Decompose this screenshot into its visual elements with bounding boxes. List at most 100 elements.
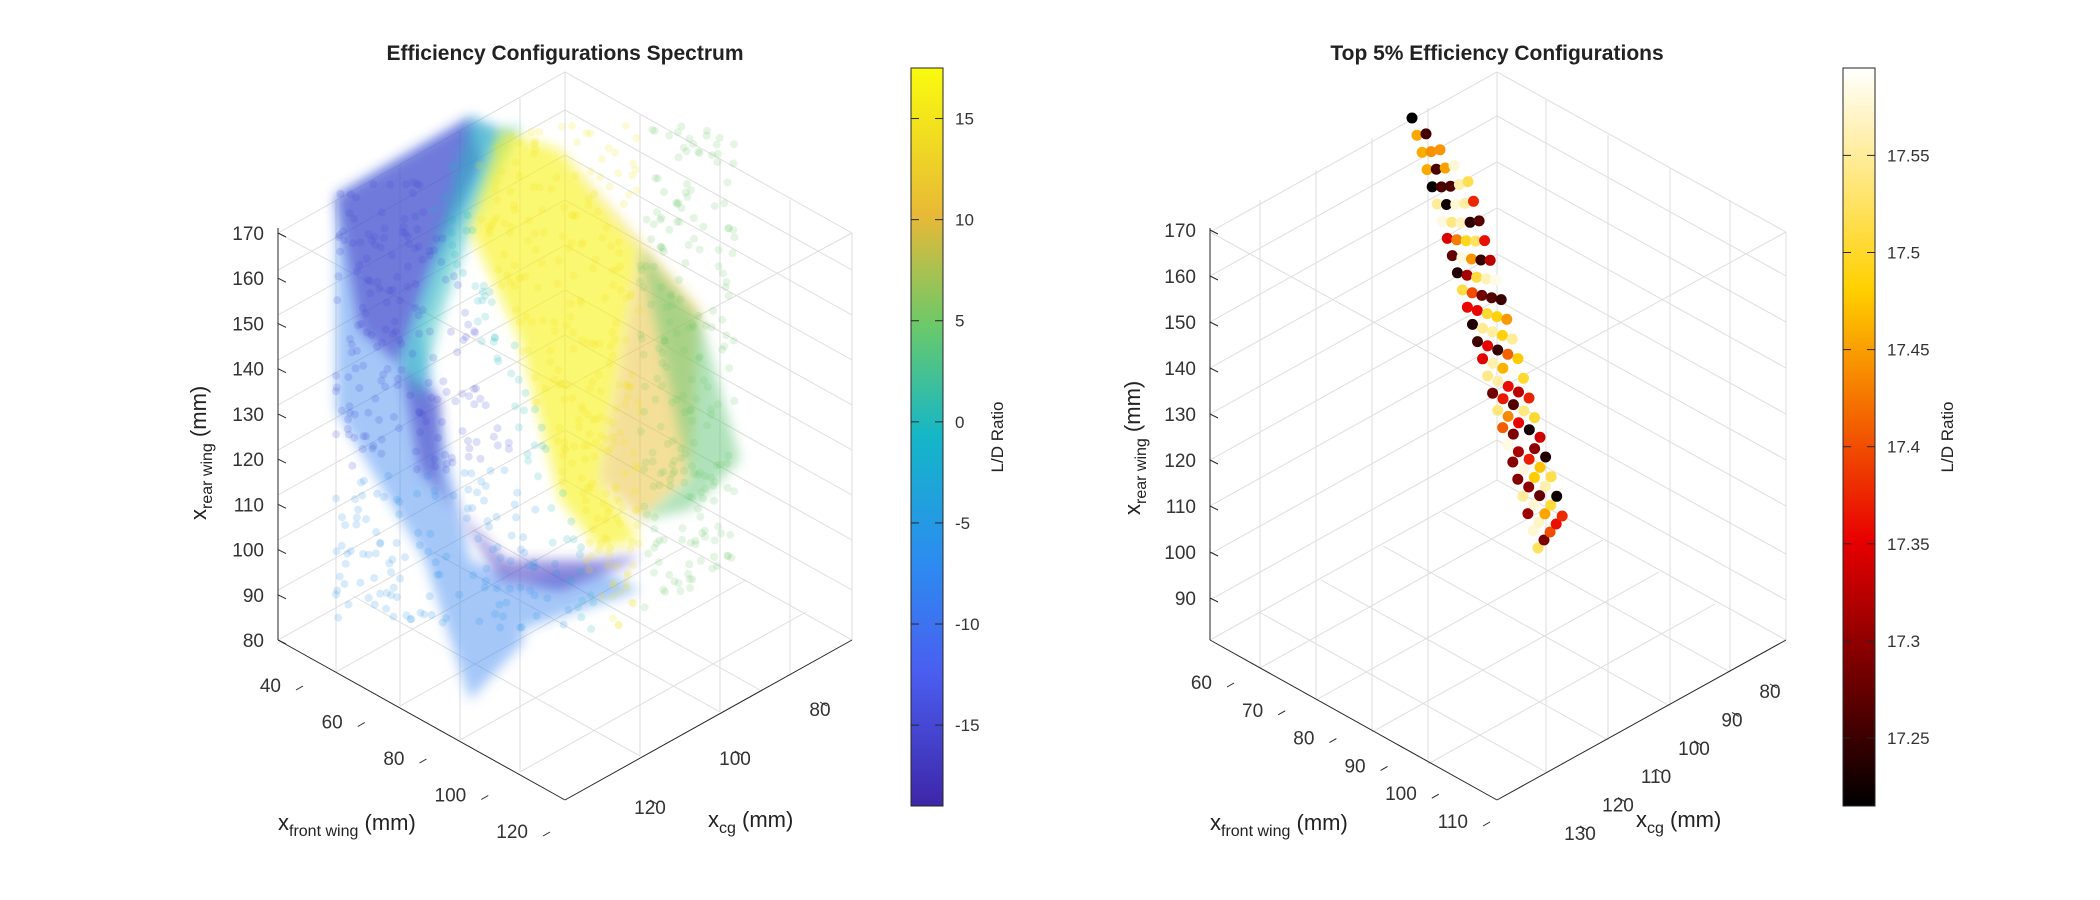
chart-left-point <box>507 369 516 378</box>
chart-left-point <box>566 299 575 308</box>
chart-left-point <box>447 327 455 336</box>
chart-right-zlabel: xrear wing (mm) <box>1120 381 1150 515</box>
chart-left-point <box>482 564 491 573</box>
chart-left-point <box>393 272 401 281</box>
chart-left-point <box>589 415 598 424</box>
chart-left-point <box>578 239 587 247</box>
chart-left-point <box>516 583 525 592</box>
chart-left-point <box>668 461 677 470</box>
chart-left-point <box>429 205 438 214</box>
chart-left-point <box>714 400 722 409</box>
chart-left-point <box>494 357 503 366</box>
chart-left-point <box>425 592 434 601</box>
chart-left-point <box>362 515 371 524</box>
chart-left-point <box>662 363 671 372</box>
chart-left-point <box>441 450 450 459</box>
chart-left-point <box>458 389 467 398</box>
chart-right-point <box>1523 481 1535 493</box>
chart-right-point <box>1434 144 1446 156</box>
chart-left-x-tick-mark <box>734 750 743 756</box>
chart-left-point <box>393 593 401 601</box>
chart-left-point <box>489 337 498 346</box>
chart-left-point <box>489 432 498 441</box>
chart-left-point <box>608 328 617 337</box>
chart-left-point <box>415 407 423 416</box>
chart-left-point <box>699 222 708 231</box>
chart-left-point <box>683 180 691 189</box>
chart-left-region <box>336 118 640 590</box>
chart-left-point <box>631 506 640 515</box>
chart-right-point <box>1435 181 1447 193</box>
chart-left-point <box>730 233 739 242</box>
chart-left-point <box>585 565 593 574</box>
chart-left-x-tick-label: 80 <box>809 700 830 721</box>
chart-left-point <box>474 317 482 326</box>
chart-left-point <box>370 600 379 609</box>
chart-left-point <box>350 410 359 419</box>
chart-left-point <box>713 461 721 470</box>
chart-left-point <box>453 281 462 290</box>
chart-left-point <box>350 433 359 442</box>
chart-left-point <box>515 623 524 632</box>
chart-left-point <box>531 405 539 414</box>
chart-left-point <box>680 408 689 417</box>
chart-right-point <box>1506 333 1518 345</box>
chart-right-point <box>1486 326 1498 338</box>
chart-left-point <box>335 572 344 581</box>
chart-right-point <box>1436 215 1448 227</box>
chart-left-colorbar-label: L/D Ratio <box>988 402 1007 473</box>
chart-left-point <box>353 267 362 276</box>
chart-left-point <box>359 361 368 370</box>
chart-left-point <box>620 438 629 447</box>
chart-left-point <box>665 131 674 140</box>
chart-left-point <box>506 187 515 196</box>
chart-left-point <box>531 145 540 154</box>
chart-left-z-tick-label: 140 <box>232 360 264 381</box>
chart-right-point <box>1507 456 1519 468</box>
chart-left-point <box>481 401 490 410</box>
chart-left-point <box>437 418 446 426</box>
chart-right-point <box>1441 232 1453 244</box>
chart-left-point <box>640 465 649 474</box>
chart-left-point <box>355 260 364 269</box>
chart-left-point <box>348 461 357 470</box>
chart-left-point <box>716 460 724 469</box>
chart-left-point <box>652 539 661 548</box>
chart-left-point <box>556 380 565 389</box>
chart-left-point <box>556 379 565 388</box>
chart-left-point <box>385 286 394 295</box>
chart-left-point <box>594 546 603 555</box>
chart-left-point <box>560 203 569 212</box>
chart-left-point <box>358 303 367 312</box>
chart-right-y-tick-label: 80 <box>1293 729 1314 750</box>
chart-left-point <box>490 333 499 342</box>
chart-left-point <box>507 132 516 141</box>
chart-left-point <box>609 578 618 587</box>
chart-left-point <box>357 320 366 329</box>
chart-left-point <box>519 533 528 542</box>
chart-right-y-tick-label: 70 <box>1242 701 1263 722</box>
chart-left-point <box>567 517 576 526</box>
chart-right-point <box>1482 370 1494 382</box>
chart-left-point <box>359 476 368 485</box>
chart-left-point <box>531 505 540 514</box>
chart-left-point <box>582 339 591 347</box>
chart-left-point <box>568 211 576 220</box>
chart-left-point <box>355 384 364 393</box>
chart-left-point <box>460 469 469 477</box>
chart-left-point <box>377 208 386 217</box>
chart-left-point <box>651 395 660 404</box>
chart-left-point <box>563 535 571 544</box>
chart-left-point <box>577 239 586 248</box>
chart-left-point <box>553 437 562 446</box>
chart-left-point <box>431 492 440 501</box>
chart-right-zlabel-sub: rear wing <box>1133 438 1150 504</box>
chart-left-point <box>684 492 693 501</box>
chart-left-point <box>650 543 659 552</box>
chart-left-point <box>346 547 355 556</box>
chart-left-point <box>571 172 579 181</box>
chart-left-point <box>634 397 642 406</box>
chart-left-point <box>631 460 640 469</box>
chart-left-point <box>512 306 521 314</box>
chart-left-point <box>572 138 581 147</box>
